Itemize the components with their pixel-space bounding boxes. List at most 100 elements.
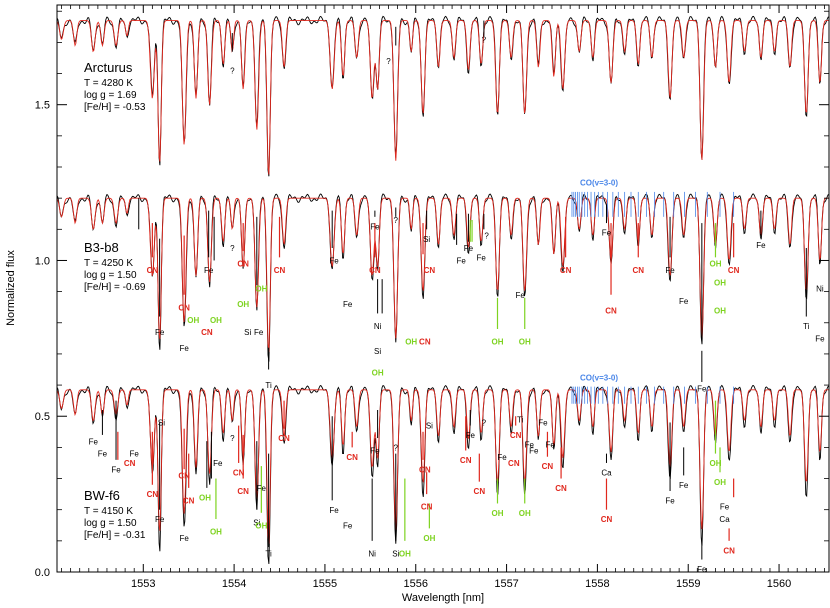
- line-label-atomic: Fe: [329, 257, 339, 266]
- line-label-unknown: ?: [230, 434, 235, 443]
- line-label-oh: OH: [255, 521, 267, 530]
- line-label-atomic: Fe: [111, 465, 121, 474]
- star-param: [Fe/H] = -0.53: [84, 102, 146, 113]
- line-label-unknown: ?: [230, 244, 235, 253]
- line-label-atomic: Si: [392, 549, 399, 558]
- line-label-atomic: Fe: [538, 419, 548, 428]
- co-bandhead-label: CO(v=3-0): [580, 373, 618, 382]
- line-label-atomic: Fe: [697, 384, 707, 393]
- line-label-atomic: Si: [158, 419, 165, 428]
- line-label-oh: OH: [709, 260, 721, 269]
- star-label-bw-f6: BW-f6 T = 4150 K log g = 1.50 [Fe/H] = -…: [84, 488, 146, 541]
- line-label-atomic: Fe: [815, 334, 825, 343]
- line-label-oh: OH: [210, 528, 222, 537]
- star-name: Arcturus: [84, 60, 133, 75]
- line-label-atomic: Fe: [257, 484, 267, 493]
- line-label-cn: CN: [542, 462, 554, 471]
- line-label-oh: OH: [519, 338, 531, 347]
- star-param: log g = 1.50: [84, 518, 137, 529]
- line-label-atomic: Fe: [130, 450, 140, 459]
- line-label-oh: OH: [709, 459, 721, 468]
- x-tick-label: 1556: [404, 578, 428, 590]
- line-label-oh: OH: [519, 509, 531, 518]
- line-label-atomic: Fe: [370, 447, 380, 456]
- line-label-cn: CN: [419, 338, 431, 347]
- star-name: B3-b8: [84, 240, 119, 255]
- spectrum-model-b3b8: [56, 197, 829, 353]
- line-label-cn: CN: [233, 468, 245, 477]
- line-id-markers: [101, 20, 807, 560]
- line-label-atomic: Fe: [529, 447, 539, 456]
- line-label-cn: CN: [601, 515, 613, 524]
- line-label-cn: CN: [237, 260, 249, 269]
- line-label-atomic: Fe: [89, 437, 99, 446]
- line-label-cn: CN: [510, 431, 522, 440]
- x-axis-title: Wavelength [nm]: [402, 592, 484, 604]
- line-label-atomic: Fe: [665, 496, 675, 505]
- line-label-unknown: ?: [394, 216, 399, 225]
- line-label-atomic: Si: [244, 328, 251, 337]
- line-label-atomic: Ca: [719, 515, 730, 524]
- line-label-unknown: ?: [230, 67, 235, 76]
- line-label-atomic: Fe: [697, 565, 707, 574]
- line-label-atomic: Fe: [456, 257, 466, 266]
- line-label-atomic: Fe: [679, 481, 689, 490]
- line-label-atomic: Fe: [720, 503, 730, 512]
- line-label-oh: OH: [210, 316, 222, 325]
- y-tick-label: 0.0: [35, 567, 50, 579]
- line-label-cn: CN: [723, 546, 735, 555]
- line-label-cn: CN: [555, 484, 567, 493]
- line-label-atomic: Fe: [466, 431, 476, 440]
- line-label-atomic: Fe: [476, 253, 486, 262]
- line-label-cn: CN: [346, 453, 358, 462]
- line-label-atomic: Fe: [343, 300, 353, 309]
- line-label-cn: CN: [183, 496, 195, 505]
- line-label-atomic: Fe: [665, 266, 675, 275]
- line-label-atomic: Fe: [155, 328, 165, 337]
- star-param: T = 4280 K: [84, 78, 133, 89]
- line-label-oh: OH: [187, 316, 199, 325]
- line-label-atomic: Fe: [204, 266, 214, 275]
- x-tick-label: 1555: [313, 578, 337, 590]
- line-label-oh: OH: [714, 478, 726, 487]
- spectrum-model-arcturus: [56, 20, 829, 175]
- line-label-atomic: Fe: [602, 229, 612, 238]
- line-label-atomic: Ti: [517, 415, 524, 424]
- line-label-cn: CN: [201, 328, 213, 337]
- line-label-cn: CN: [124, 459, 136, 468]
- y-tick-label: 0.5: [35, 411, 50, 423]
- line-label-atomic: Fe: [155, 515, 165, 524]
- co-bandhead-label: CO(v=3-0): [580, 179, 618, 188]
- line-label-unknown: ?: [394, 444, 399, 453]
- line-label-oh: OH: [714, 278, 726, 287]
- star-param: log g = 1.50: [84, 270, 137, 281]
- line-label-atomic: Si: [426, 422, 433, 431]
- line-label-cn: CN: [274, 266, 286, 275]
- star-labels: Arcturus T = 4280 K log g = 1.69 [Fe/H] …: [84, 60, 146, 541]
- line-label-atomic: Ti: [265, 549, 272, 558]
- line-label-oh: OH: [491, 509, 503, 518]
- spectrum-model-bwf6: [56, 389, 829, 544]
- line-label-atomic: Fe: [525, 440, 535, 449]
- x-tick-label: 1553: [131, 578, 155, 590]
- x-tick-label: 1558: [585, 578, 609, 590]
- star-param: T = 4250 K: [84, 258, 133, 269]
- line-label-atomic: Fe: [545, 440, 555, 449]
- line-label-unknown: ?: [484, 232, 489, 241]
- line-label-unknown: ?: [482, 35, 487, 44]
- line-label-cn: CN: [605, 306, 617, 315]
- line-label-atomic: Si: [253, 518, 260, 527]
- line-label-cn: CN: [237, 487, 249, 496]
- line-label-atomic: Fe: [756, 241, 766, 250]
- line-label-atomic: Fe: [213, 459, 223, 468]
- line-label-oh: OH: [372, 369, 384, 378]
- star-param: T = 4150 K: [84, 506, 133, 517]
- y-tick-label: 1.5: [35, 100, 50, 112]
- line-label-oh: OH: [199, 493, 211, 502]
- line-label-cn: CN: [147, 266, 159, 275]
- line-label-atomic: Ni: [368, 549, 376, 558]
- line-label-oh: OH: [237, 300, 249, 309]
- star-name: BW-f6: [84, 488, 120, 503]
